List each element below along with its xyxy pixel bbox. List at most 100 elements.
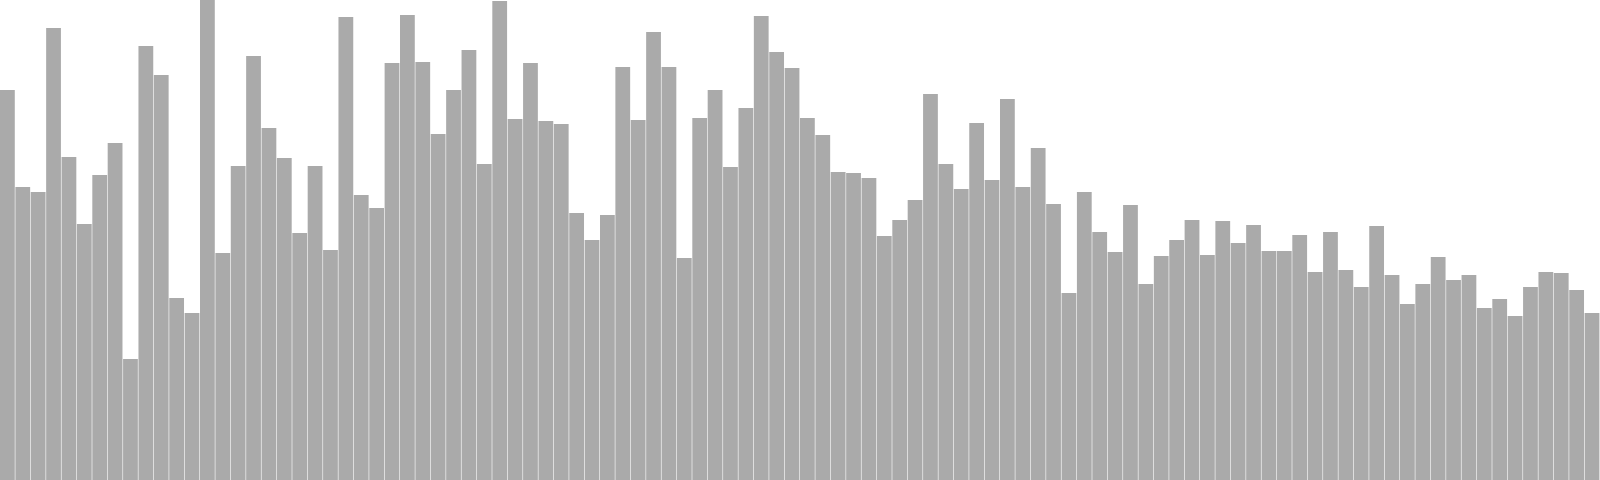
histogram-bar-96 — [1461, 275, 1477, 480]
histogram-bar-31 — [461, 50, 477, 480]
histogram-bar-67 — [1015, 187, 1031, 480]
histogram-bar-15 — [215, 253, 231, 480]
histogram-bar-5 — [61, 157, 77, 480]
histogram-bar-18 — [261, 128, 277, 480]
histogram-bar-78 — [1184, 220, 1200, 480]
histogram-bar-89 — [1353, 287, 1369, 480]
histogram-bar-2 — [15, 187, 31, 480]
histogram-bar-7 — [92, 175, 108, 480]
histogram-bar-24 — [353, 195, 369, 480]
histogram-bar-43 — [646, 32, 661, 480]
histogram-bar-14 — [200, 0, 215, 480]
histogram-bar-35 — [523, 63, 538, 480]
histogram-bar-36 — [538, 121, 554, 480]
histogram-bar-50 — [753, 16, 769, 480]
histogram-bar-4 — [46, 28, 61, 480]
histogram-bar-52 — [784, 68, 800, 480]
histogram-bar-92 — [1400, 304, 1415, 480]
histogram-bar-58 — [876, 236, 892, 480]
histogram-bar-33 — [492, 1, 508, 480]
histogram-bar-74 — [1123, 205, 1138, 480]
histogram-bar-95 — [1446, 280, 1461, 480]
histogram-bar-88 — [1338, 270, 1354, 480]
histogram-bar-66 — [1000, 99, 1015, 480]
histogram-bar-3 — [30, 192, 46, 480]
histogram-bar-12 — [169, 298, 185, 480]
histogram-bar-29 — [430, 134, 446, 480]
histogram-bar-83 — [1261, 251, 1277, 480]
histogram-bar-54 — [815, 135, 831, 480]
histogram-bar-102 — [1553, 273, 1569, 480]
histogram-bar-97 — [1476, 308, 1492, 480]
histogram-bar-38 — [569, 213, 585, 480]
histogram-bar-51 — [769, 52, 785, 480]
histogram-bar-104 — [1584, 313, 1600, 480]
histogram-bar-75 — [1138, 284, 1154, 480]
histogram-bar-1 — [0, 90, 15, 480]
histogram-bar-34 — [507, 119, 523, 480]
histogram-bar-49 — [738, 108, 754, 480]
histogram-bar-70 — [1061, 293, 1077, 480]
histogram-bar-90 — [1369, 226, 1385, 480]
histogram-bar-68 — [1030, 148, 1046, 480]
histogram-bar-86 — [1307, 272, 1323, 480]
histogram-bar-57 — [861, 178, 877, 480]
histogram-bar-85 — [1292, 235, 1308, 480]
histogram-bar-23 — [338, 17, 354, 480]
histogram-bar-79 — [1200, 255, 1215, 480]
histogram-bar-25 — [369, 208, 385, 480]
histogram-bar-76 — [1153, 256, 1169, 480]
histogram-bar-41 — [615, 67, 631, 480]
histogram-bar-63 — [953, 189, 969, 480]
histogram-bar-45 — [676, 258, 692, 480]
histogram-bar-10 — [138, 46, 154, 480]
histogram-bar-11 — [153, 75, 169, 480]
histogram-bar-103 — [1569, 290, 1585, 480]
histogram-bar-46 — [692, 118, 708, 480]
histogram-bar-22 — [323, 250, 338, 480]
histogram-bar-21 — [307, 166, 323, 480]
histogram-bar-64 — [969, 123, 985, 480]
histogram-bar-99 — [1507, 316, 1523, 480]
histogram-bar-77 — [1169, 240, 1185, 480]
histogram-bar-73 — [1107, 252, 1123, 480]
histogram-bar-55 — [830, 172, 846, 480]
histogram-bar-16 — [230, 166, 246, 480]
histogram-bar-44 — [661, 67, 677, 480]
histogram-bar-98 — [1492, 299, 1508, 480]
histogram-bar-80 — [1215, 221, 1231, 480]
histogram-bar-100 — [1523, 287, 1538, 480]
histogram-bar-19 — [276, 158, 292, 480]
histogram-bar-69 — [1046, 204, 1061, 480]
histogram-bar-39 — [584, 240, 600, 480]
histogram-bar-9 — [123, 359, 138, 480]
histogram-bar-101 — [1538, 272, 1554, 480]
histogram-bar-56 — [846, 173, 861, 480]
histogram-bar-91 — [1384, 275, 1400, 480]
histogram-bar-37 — [553, 124, 569, 480]
histogram-bar-71 — [1076, 192, 1092, 480]
histogram-bar-81 — [1230, 243, 1246, 480]
histogram-bar-42 — [630, 120, 646, 480]
histogram-bar-47 — [707, 90, 723, 480]
histogram-bar-65 — [984, 180, 1000, 480]
histogram-bar-27 — [400, 15, 415, 480]
histogram-bar-87 — [1323, 232, 1338, 480]
histogram-bar-62 — [938, 164, 954, 480]
histogram-bar-60 — [907, 200, 923, 480]
histogram-bar-53 — [800, 118, 815, 480]
histogram-bar-8 — [107, 143, 123, 480]
histogram-bar-17 — [246, 56, 261, 480]
histogram-bar-84 — [1276, 251, 1292, 480]
histogram-bar-13 — [184, 313, 200, 480]
histogram-bar-59 — [892, 220, 908, 480]
histogram-bar-28 — [415, 62, 431, 480]
histogram-bar-82 — [1246, 225, 1261, 480]
histogram-bar-93 — [1415, 284, 1431, 480]
histogram-bar-72 — [1092, 232, 1108, 480]
histogram-bar-6 — [76, 224, 92, 480]
histogram-bar-61 — [923, 94, 938, 480]
histogram-bar-32 — [476, 164, 492, 480]
